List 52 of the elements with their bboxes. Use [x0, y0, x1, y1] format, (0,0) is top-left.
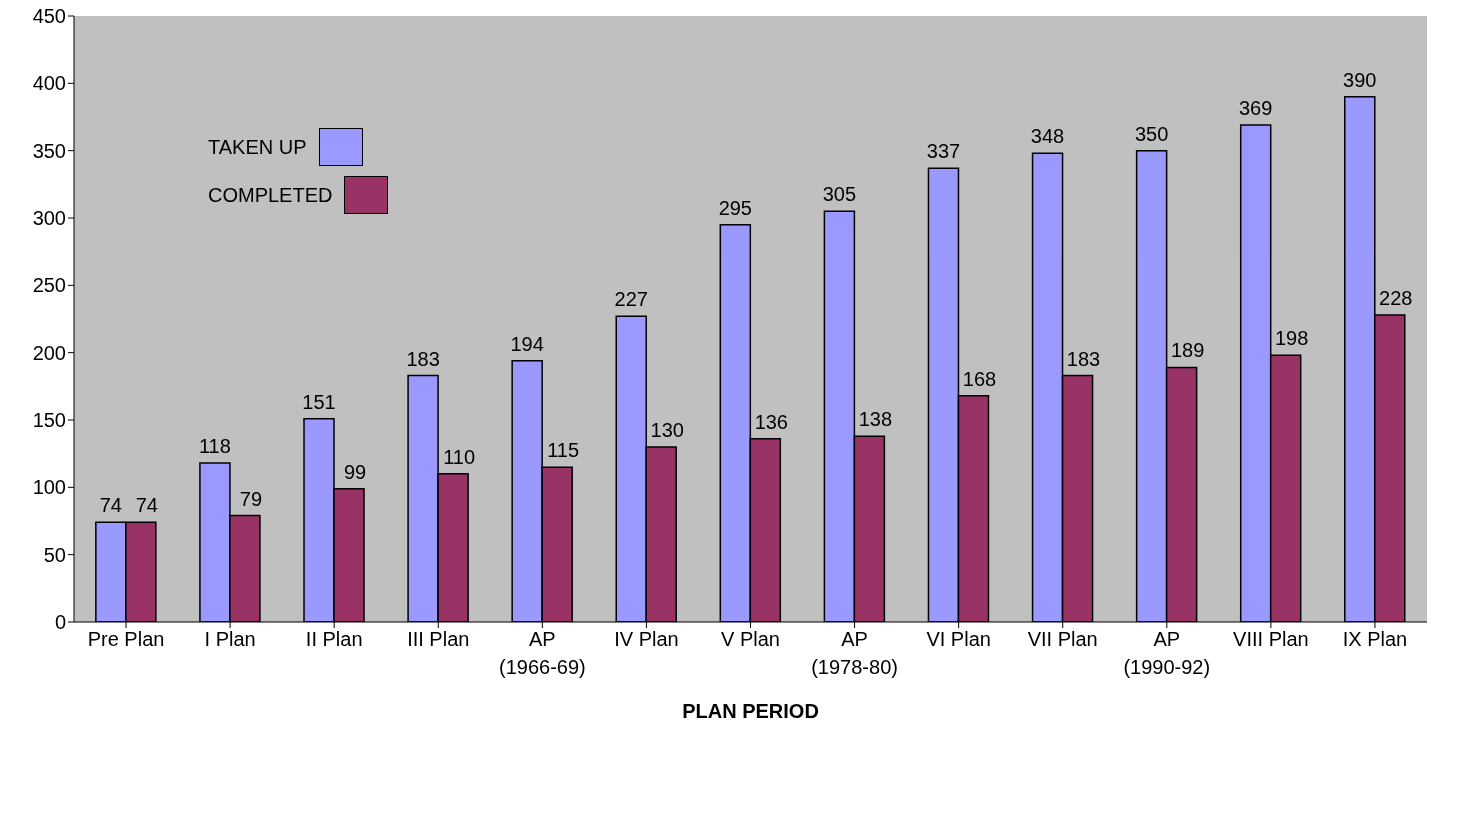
data-label: 390 — [1343, 68, 1377, 91]
data-label: 99 — [343, 460, 367, 483]
x-tick-label: VIII Plan — [1233, 628, 1309, 650]
data-label: 136 — [754, 410, 789, 433]
data-label: 183 — [406, 347, 440, 370]
y-tick-label: 150 — [32, 409, 66, 432]
data-label: 337 — [926, 140, 961, 163]
y-tick-label: 450 — [32, 5, 66, 28]
data-label: 115 — [547, 439, 580, 462]
x-tick-label: I Plan — [204, 628, 256, 650]
legend-label: COMPLETED — [208, 183, 333, 207]
y-tick-label: 100 — [32, 476, 66, 499]
data-label: 228 — [1379, 286, 1413, 309]
y-tick-label: 50 — [43, 543, 66, 566]
x-tick-label: AP (1978-80) — [811, 628, 898, 678]
data-label: 138 — [858, 408, 893, 431]
data-label: 350 — [1134, 122, 1169, 145]
y-tick-label: 400 — [32, 72, 66, 95]
y-tick-label: 250 — [32, 274, 66, 297]
data-label: 118 — [198, 435, 231, 458]
x-tick-label: II Plan — [305, 628, 363, 650]
data-label: 369 — [1239, 97, 1273, 120]
x-tick-label: AP (1966-69) — [498, 628, 586, 678]
y-tick-label: 0 — [54, 611, 66, 634]
x-tick-label: V Plan — [721, 628, 780, 650]
x-tick-label: III Plan — [407, 628, 470, 650]
x-tick-label: IX Plan — [1342, 628, 1408, 650]
data-label: 189 — [1170, 339, 1205, 362]
x-tick-label: VII Plan — [1027, 628, 1098, 650]
data-label: 168 — [962, 367, 997, 390]
legend-label: TAKEN UP — [208, 135, 307, 159]
data-label: 79 — [239, 487, 263, 510]
y-tick-label: 200 — [32, 341, 66, 364]
data-label: 130 — [650, 418, 684, 441]
data-label: 305 — [822, 183, 857, 206]
x-tick-label: IV Plan — [614, 628, 679, 650]
data-label: 74 — [99, 494, 122, 517]
x-tick-label: VI Plan — [926, 628, 991, 650]
data-label: 198 — [1275, 327, 1309, 350]
x-axis-title: PLAN PERIOD — [682, 700, 819, 722]
data-label: 348 — [1030, 125, 1065, 148]
data-label: 295 — [718, 196, 753, 219]
y-tick-label: 300 — [32, 207, 66, 230]
data-label: 227 — [614, 288, 648, 311]
x-tick-label: Pre Plan — [87, 628, 165, 650]
data-label: 74 — [135, 494, 158, 517]
y-tick-label: 350 — [32, 139, 66, 162]
data-label: 183 — [1066, 347, 1101, 370]
x-tick-label: AP (1990-92) — [1123, 628, 1211, 678]
data-label: 194 — [510, 332, 544, 355]
data-label: 110 — [443, 445, 476, 468]
data-label: 151 — [302, 390, 336, 413]
